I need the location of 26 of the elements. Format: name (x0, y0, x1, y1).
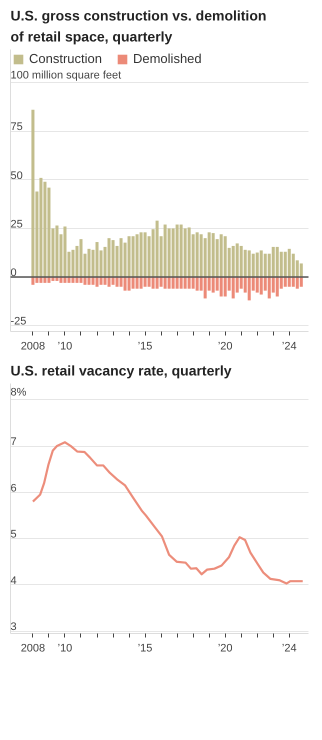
x-tick-label: 2008 (20, 642, 46, 654)
y-tick-label: 25 (10, 218, 23, 230)
y-tick-label: 5 (10, 528, 17, 541)
y-tick-label: 0 (10, 267, 17, 280)
y-tick-label: 8% (10, 386, 27, 399)
x-tick-label: ’15 (138, 340, 152, 352)
y-tick-label: 7 (10, 436, 17, 448)
x-tick-label: ’24 (282, 642, 297, 654)
x-tick-label: ’20 (218, 340, 233, 352)
y-tick-label: 100 million square feet (10, 70, 122, 82)
chart-title: U.S. retail vacancy rate, quarterly (10, 362, 232, 378)
y-tick-label: 4 (10, 574, 17, 587)
y-tick-label: 3 (10, 621, 17, 634)
x-tick-label: 2008 (20, 340, 46, 352)
y-tick-label: 75 (10, 121, 23, 134)
legend-label: Construction (29, 51, 102, 66)
x-tick-label: ’15 (138, 642, 152, 654)
legend-label: Demolished (132, 51, 202, 66)
y-tick-label: -25 (10, 316, 26, 328)
x-tick-label: ’20 (218, 642, 233, 654)
y-tick-label: 6 (10, 482, 17, 494)
x-tick-label: ’24 (282, 340, 297, 352)
x-tick-label: ’10 (58, 642, 72, 654)
y-tick-label: 50 (10, 170, 23, 182)
x-tick-label: ’10 (58, 340, 72, 352)
chart-title: U.S. gross construction vs. demolition of retail space, quarterly (10, 8, 266, 44)
